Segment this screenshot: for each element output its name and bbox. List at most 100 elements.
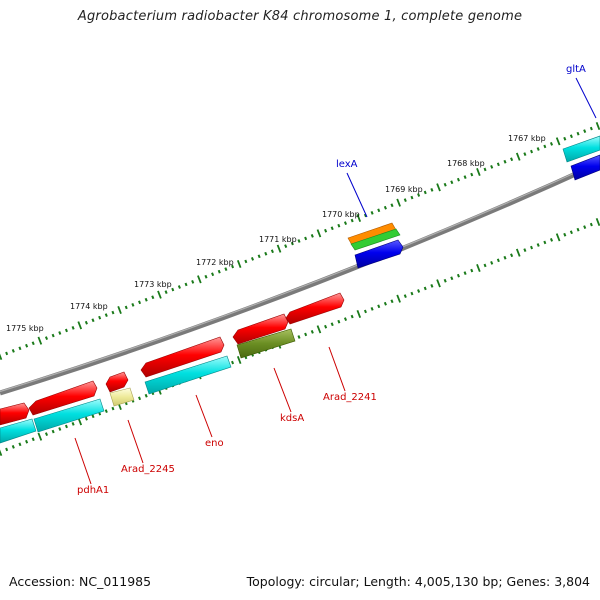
minor-tick: [470, 172, 474, 177]
minor-tick: [111, 310, 115, 315]
minor-tick: [503, 159, 507, 164]
minor-tick: [337, 319, 341, 324]
minor-tick: [536, 147, 540, 151]
minor-tick: [297, 335, 301, 339]
major-tick: [117, 305, 122, 315]
major-tick: [595, 121, 600, 131]
gene-feature[interactable]: [105, 371, 129, 393]
minor-tick: [549, 238, 554, 242]
minor-tick: [450, 180, 454, 185]
major-tick: [396, 198, 401, 207]
minor-tick: [131, 303, 135, 307]
major-tick: [356, 213, 362, 223]
minor-tick: [71, 422, 75, 426]
gene-feature[interactable]: [109, 387, 135, 407]
minor-tick: [91, 414, 95, 419]
gene-label-lexa[interactable]: lexA: [336, 159, 358, 170]
minor-tick: [204, 274, 208, 279]
minor-tick: [5, 447, 9, 452]
minor-tick: [330, 226, 334, 231]
minor-tick: [5, 351, 9, 356]
gene-feature[interactable]: [140, 336, 225, 378]
minor-tick: [463, 271, 467, 275]
minor-tick: [450, 276, 454, 281]
major-tick: [595, 217, 600, 227]
minor-tick: [343, 221, 348, 225]
minor-tick: [510, 253, 514, 258]
gene-label-glta[interactable]: gltA: [566, 64, 586, 75]
minor-tick: [58, 331, 62, 335]
genome-summary-text: Topology: circular; Length: 4,005,130 bp…: [246, 574, 590, 589]
minor-tick: [304, 332, 308, 337]
minor-tick: [25, 439, 29, 444]
minor-tick: [18, 442, 22, 447]
minor-tick: [171, 287, 175, 292]
minor-tick: [496, 162, 500, 167]
gene-label-pdha1[interactable]: pdhA1: [77, 485, 109, 496]
minor-tick: [104, 409, 108, 413]
gene-label-eno[interactable]: eno: [205, 438, 224, 449]
gene-label-kdsa[interactable]: kdsA: [280, 413, 304, 424]
minor-tick: [58, 427, 62, 431]
tick-labels: 1775 kbp 1774 kbp 1773 kbp 1772 kbp 1771 kbp…: [6, 134, 546, 333]
tick-label-1768-kbp: 1768 kbp: [447, 159, 485, 168]
major-tick: [515, 248, 521, 257]
gene-feature[interactable]: [33, 398, 105, 433]
minor-tick: [264, 251, 268, 256]
gene-feature[interactable]: [28, 380, 98, 416]
major-tick: [476, 167, 481, 177]
minor-tick: [377, 208, 381, 213]
gene-feature[interactable]: [232, 313, 289, 345]
minor-tick: [456, 273, 460, 278]
minor-tick: [363, 309, 367, 314]
minor-tick: [390, 203, 394, 208]
minor-tick: [417, 289, 421, 293]
minor-tick: [64, 424, 68, 429]
minor-tick: [343, 317, 348, 321]
minor-tick: [417, 193, 421, 197]
minor-tick: [151, 295, 155, 300]
minor-tick: [18, 346, 22, 351]
major-tick: [555, 233, 561, 242]
gene-feature[interactable]: [562, 135, 600, 163]
gene-labels: gltA lexA Arad_2241 kdsA eno Arad_2245 pdhA1: [74, 64, 597, 496]
major-tick: [515, 152, 521, 161]
minor-tick: [51, 429, 55, 434]
gene-feature[interactable]: [354, 239, 404, 269]
minor-tick: [423, 190, 427, 195]
gene-feature[interactable]: [144, 355, 232, 395]
minor-tick: [410, 291, 414, 296]
tick-label-1770-kbp: 1770 kbp: [322, 210, 360, 219]
major-tick: [0, 449, 3, 457]
tick-label-1767-kbp: 1767 kbp: [508, 134, 546, 143]
minor-tick: [270, 249, 274, 254]
gene-feature[interactable]: [350, 228, 401, 251]
gene-feature[interactable]: [0, 418, 37, 444]
minor-tick: [363, 213, 367, 218]
minor-tick: [324, 324, 328, 329]
minor-tick: [383, 205, 387, 210]
minor-tick: [423, 286, 427, 291]
minor-tick: [430, 188, 434, 192]
minor-tick: [536, 243, 540, 247]
minor-tick: [244, 259, 248, 264]
gene-label-arad-2245[interactable]: Arad_2245: [121, 464, 175, 475]
gene-feature[interactable]: [570, 154, 600, 181]
minor-tick: [490, 165, 494, 169]
major-tick: [197, 275, 202, 284]
tick-label-1771-kbp: 1771 kbp: [259, 235, 297, 244]
gene-feature[interactable]: [285, 292, 345, 325]
minor-tick: [523, 152, 527, 156]
minor-tick: [324, 228, 328, 233]
major-tick: [276, 244, 282, 253]
major-tick: [436, 279, 441, 288]
minor-tick: [576, 131, 580, 136]
minor-tick: [383, 301, 387, 306]
gene-feature[interactable]: [236, 328, 296, 359]
minor-tick: [576, 227, 580, 232]
minor-tick: [403, 198, 407, 202]
tick-track-upper: [0, 121, 600, 361]
gene-feature[interactable]: [0, 402, 30, 426]
gene-label-arad-2241[interactable]: Arad_2241: [323, 392, 377, 403]
